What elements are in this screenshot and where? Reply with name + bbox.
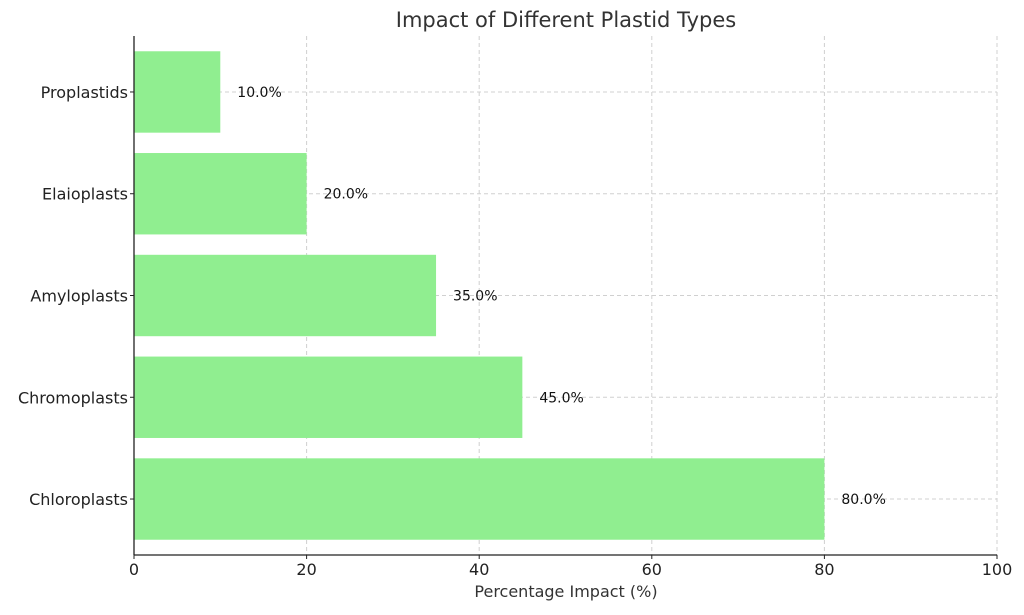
bar-chromoplasts — [134, 356, 523, 438]
data-label-chloroplasts: 80.0% — [841, 492, 885, 508]
x-tick-label: 100 — [982, 560, 1013, 579]
bars — [134, 51, 825, 540]
x-tick-label: 60 — [642, 560, 662, 579]
data-label-proplastids: 10.0% — [237, 85, 281, 101]
bar-proplastids — [134, 51, 221, 133]
category-label-proplastids: Proplastids — [41, 83, 128, 102]
x-tick-label: 0 — [129, 560, 139, 579]
category-label-chloroplasts: Chloroplasts — [29, 490, 128, 509]
data-label-amyloplasts: 35.0% — [453, 289, 497, 305]
x-tick-label: 80 — [814, 560, 834, 579]
data-label-elaioplasts: 20.0% — [324, 187, 368, 203]
category-label-elaioplasts: Elaioplasts — [42, 185, 128, 204]
bar-amyloplasts — [134, 254, 437, 337]
axes — [130, 36, 998, 559]
category-label-amyloplasts: Amyloplasts — [30, 287, 128, 306]
chart-title: Impact of Different Plastid Types — [396, 8, 736, 32]
bar-elaioplasts — [134, 153, 307, 235]
bar-chloroplasts — [134, 458, 825, 540]
x-axis-label: Percentage Impact (%) — [474, 582, 657, 601]
x-tick-label: 20 — [296, 560, 316, 579]
data-label-chromoplasts: 45.0% — [539, 390, 583, 406]
x-tick-label: 40 — [469, 560, 489, 579]
labels: 80.0% Chloroplasts 45.0% Chromoplasts 35.0% A… — [18, 83, 1012, 579]
category-label-chromoplasts: Chromoplasts — [18, 388, 128, 407]
